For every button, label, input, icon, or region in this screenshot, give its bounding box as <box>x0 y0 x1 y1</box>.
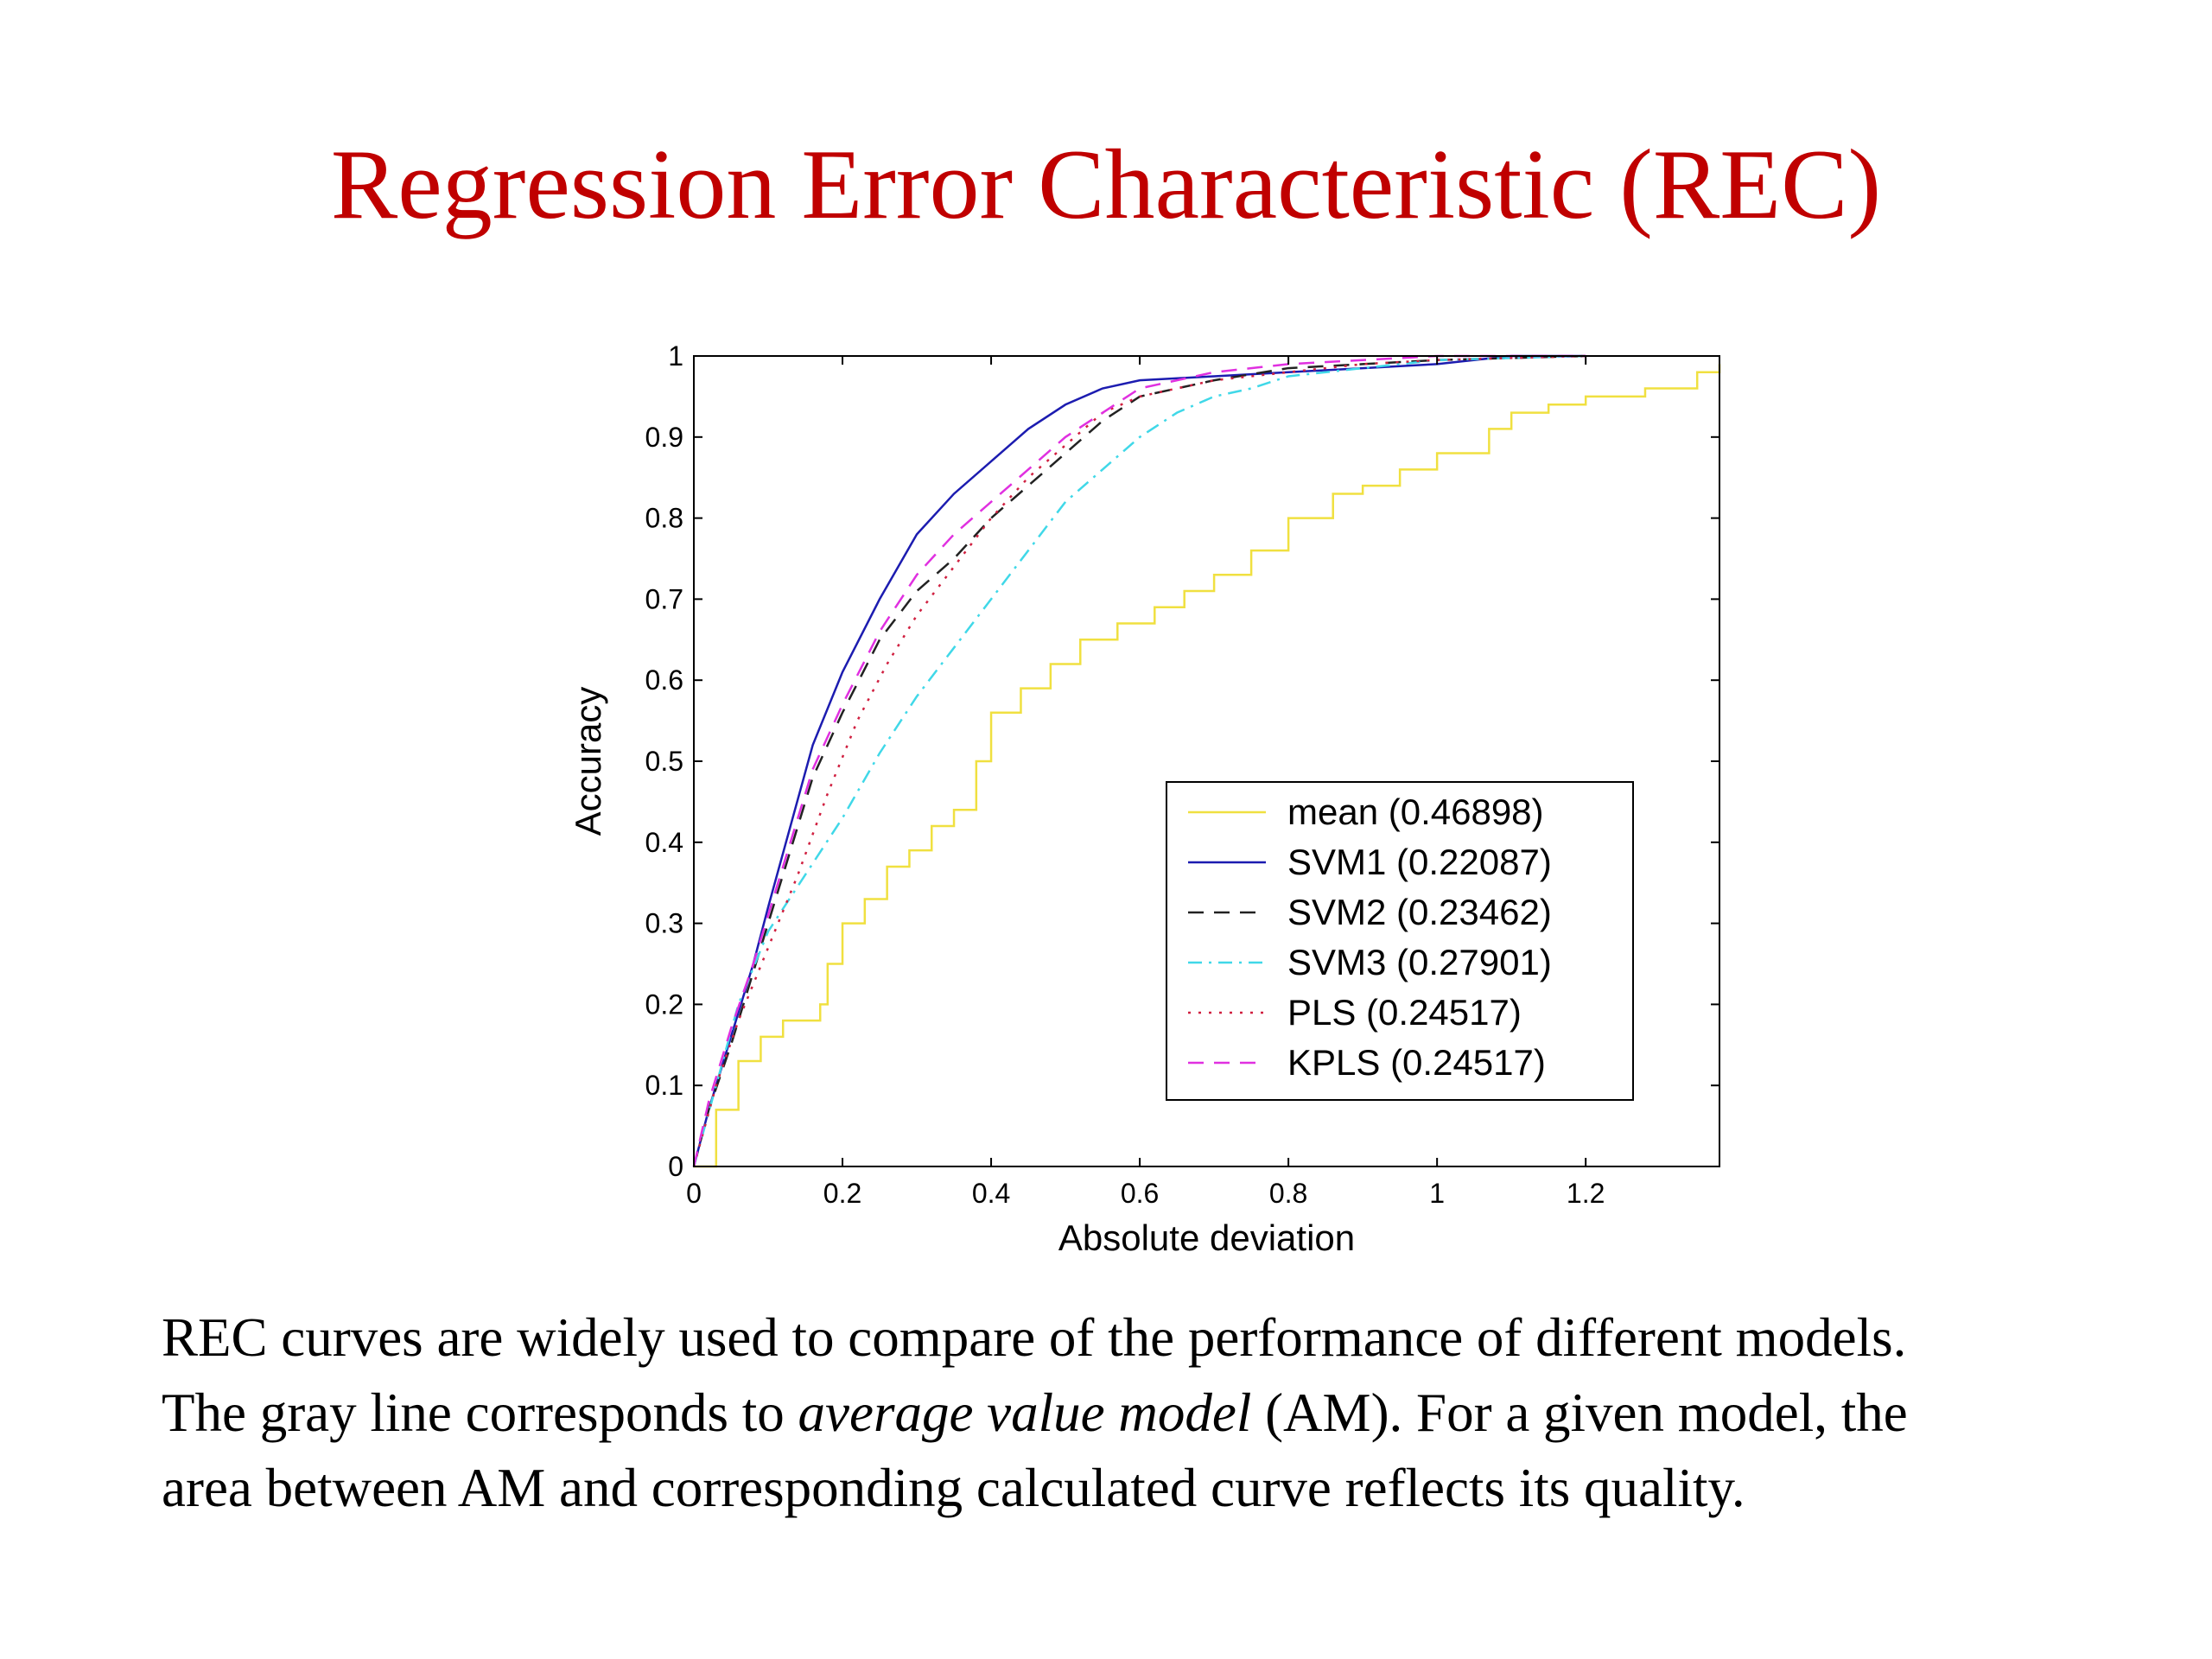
series-line <box>694 364 1721 1168</box>
y-tick-label: 1 <box>668 340 683 372</box>
legend-label: KPLS (0.24517) <box>1287 1042 1546 1083</box>
axis-tick-labels: 0 0.2 0.4 0.6 0.8 1 1.2 0 0.1 0.2 0.3 0.4 0.5 0.6 0.7 0… <box>645 340 1605 1209</box>
legend-label: mean (0.46898) <box>1287 791 1544 832</box>
y-tick-label: 0.5 <box>645 746 683 777</box>
caption-line-2-italic: average value model <box>798 1382 1252 1443</box>
x-tick-label: 0.2 <box>823 1178 861 1209</box>
caption-line-3: area between AM and corresponding calcul… <box>162 1458 1745 1518</box>
y-tick-label: 0.1 <box>645 1070 683 1101</box>
x-tick-label: 0.8 <box>1269 1178 1307 1209</box>
caption-line-1: REC curves are widely used to compare of… <box>162 1307 1907 1368</box>
y-tick-label: 0.9 <box>645 422 683 453</box>
legend-label: SVM3 (0.27901) <box>1287 942 1552 982</box>
legend-label: SVM1 (0.22087) <box>1287 842 1552 882</box>
y-tick-label: 0 <box>668 1151 683 1182</box>
y-tick-label: 0.2 <box>645 988 683 1020</box>
y-tick-label: 0.4 <box>645 827 683 858</box>
plot-lines <box>692 354 1721 1168</box>
series-line <box>692 354 1586 1167</box>
caption: REC curves are widely used to compare of… <box>162 1300 2175 1526</box>
y-tick-label: 0.7 <box>645 583 683 614</box>
series-line <box>692 354 1586 1167</box>
y-tick-label: 0.6 <box>645 664 683 696</box>
caption-line-2-start: The gray line corresponds to <box>162 1382 798 1443</box>
x-tick-label: 1.2 <box>1567 1178 1605 1209</box>
rec-chart-svg: 0 0.2 0.4 0.6 0.8 1 1.2 0 0.1 0.2 0.3 0.4 0.5 0.6 0.7 0… <box>568 340 1721 1258</box>
x-tick-label: 0.6 <box>1121 1178 1159 1209</box>
axis-ticks <box>693 355 1719 1167</box>
caption-line-2-end: (AM). For a given model, the <box>1251 1382 1908 1443</box>
slide-title: Regression Error Characteristic (REC) <box>330 130 1882 240</box>
y-tick-label: 0.3 <box>645 908 683 939</box>
rec-chart: 0 0.2 0.4 0.6 0.8 1 1.2 0 0.1 0.2 0.3 0.4 0.5 0.6 0.7 0… <box>553 324 1745 1283</box>
x-tick-label: 0 <box>686 1178 702 1209</box>
x-tick-label: 1 <box>1429 1178 1445 1209</box>
x-axis-label: Absolute deviation <box>1058 1217 1355 1258</box>
legend: mean (0.46898) SVM1 (0.22087) SVM2 (0.2346… <box>1166 781 1634 1101</box>
legend-label: PLS (0.24517) <box>1287 992 1522 1033</box>
y-tick-label: 0.8 <box>645 503 683 534</box>
caption-line-2: The gray line corresponds to average val… <box>162 1376 2175 1451</box>
y-axis-label: Accuracy <box>568 687 608 836</box>
x-tick-label: 0.4 <box>972 1178 1010 1209</box>
legend-label: SVM2 (0.23462) <box>1287 892 1552 932</box>
legend-box <box>1166 781 1634 1101</box>
